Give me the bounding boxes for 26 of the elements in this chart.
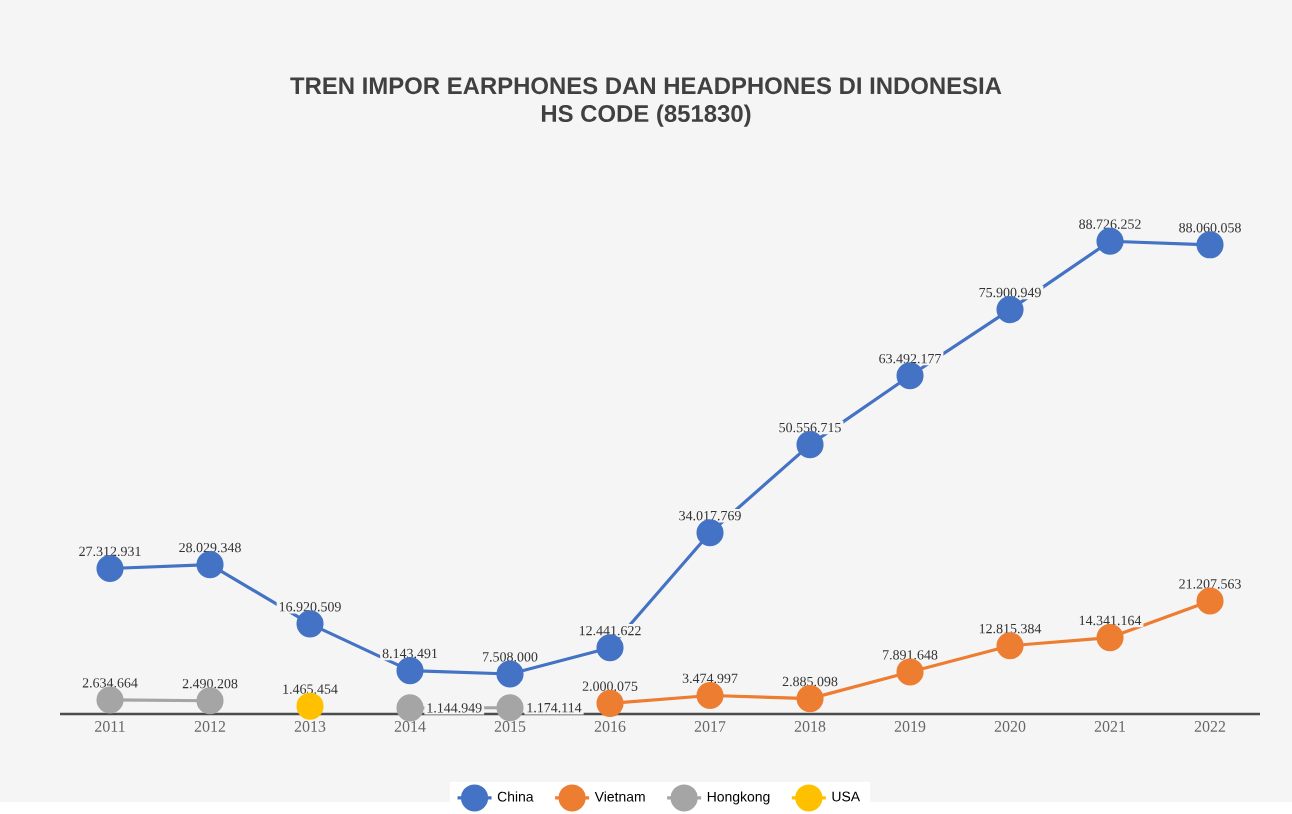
point: [996, 632, 1024, 660]
point: [796, 685, 824, 713]
chart-title: TREN IMPOR EARPHONES DAN HEADPHONES DI INDONESIA: [290, 77, 1002, 95]
point: [296, 692, 324, 720]
point: [496, 694, 524, 722]
point: [396, 694, 424, 722]
point: [896, 658, 924, 686]
point: [196, 687, 224, 715]
point: [1196, 231, 1224, 259]
point: [1096, 227, 1124, 255]
point: [1096, 624, 1124, 652]
point: [496, 660, 524, 688]
point: [96, 554, 124, 583]
point: [696, 681, 724, 710]
point: [196, 551, 224, 579]
point: [596, 689, 624, 717]
point: [796, 431, 824, 459]
point: [596, 634, 624, 662]
point: [896, 362, 924, 390]
point: [1196, 587, 1224, 615]
point: [96, 686, 124, 714]
chart-subtitle: HS CODE (851830): [541, 104, 751, 127]
point: [396, 657, 424, 685]
point: [296, 610, 324, 638]
point: [696, 519, 724, 547]
point: [996, 296, 1024, 324]
